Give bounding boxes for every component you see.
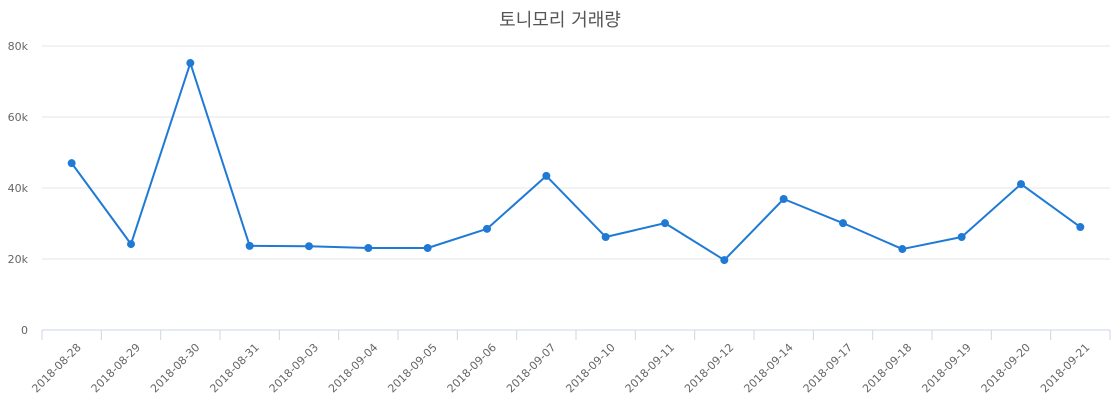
data-point[interactable] bbox=[483, 224, 491, 233]
data-point[interactable] bbox=[305, 242, 313, 251]
data-point[interactable] bbox=[779, 195, 788, 204]
x-tick-label: 2018-09-05 bbox=[385, 341, 439, 395]
x-tick-label: 2018-09-18 bbox=[860, 341, 914, 395]
data-point[interactable] bbox=[542, 171, 551, 180]
x-tick-label: 2018-09-17 bbox=[801, 341, 855, 395]
data-point[interactable] bbox=[1017, 180, 1025, 189]
data-point[interactable] bbox=[364, 243, 373, 252]
data-point[interactable] bbox=[127, 240, 135, 249]
x-tick-label: 2018-08-29 bbox=[89, 341, 143, 395]
data-point[interactable] bbox=[1076, 223, 1085, 232]
data-point[interactable] bbox=[601, 232, 610, 241]
data-point[interactable] bbox=[661, 219, 669, 228]
chart-title: 토니모리 거래량 bbox=[499, 10, 621, 31]
x-tick-label: 2018-09-03 bbox=[267, 341, 321, 395]
x-tick-label: 2018-09-21 bbox=[1038, 341, 1092, 395]
y-tick-label: 60k bbox=[8, 111, 29, 124]
y-tick-label: 20k bbox=[8, 253, 29, 266]
data-point[interactable] bbox=[720, 256, 729, 265]
data-point[interactable] bbox=[839, 219, 847, 228]
x-tick-label: 2018-09-07 bbox=[504, 341, 558, 395]
x-tick-label: 2018-09-19 bbox=[919, 341, 973, 395]
series-line bbox=[70, 62, 1081, 262]
x-tick-label: 2018-09-04 bbox=[326, 341, 380, 395]
data-point[interactable] bbox=[186, 59, 195, 68]
x-tick-label: 2018-09-10 bbox=[563, 341, 617, 395]
data-point[interactable] bbox=[245, 241, 254, 250]
x-tick-label: 2018-09-14 bbox=[741, 341, 795, 395]
x-tick-label: 2018-09-11 bbox=[623, 341, 677, 395]
x-tick-label: 2018-09-06 bbox=[445, 341, 499, 395]
data-point[interactable] bbox=[67, 159, 76, 168]
x-tick-label: 2018-09-12 bbox=[682, 341, 736, 395]
data-point[interactable] bbox=[898, 245, 907, 254]
y-tick-label: 80k bbox=[8, 40, 29, 53]
x-tick-label: 2018-09-20 bbox=[979, 341, 1033, 395]
data-point[interactable] bbox=[423, 243, 432, 252]
y-tick-label: 0 bbox=[21, 324, 28, 337]
x-tick-label: 2018-08-31 bbox=[207, 341, 261, 395]
x-tick-label: 2018-08-28 bbox=[29, 341, 83, 395]
x-tick-label: 2018-08-30 bbox=[148, 341, 202, 395]
y-tick-label: 40k bbox=[8, 182, 29, 195]
data-point[interactable] bbox=[957, 232, 966, 241]
